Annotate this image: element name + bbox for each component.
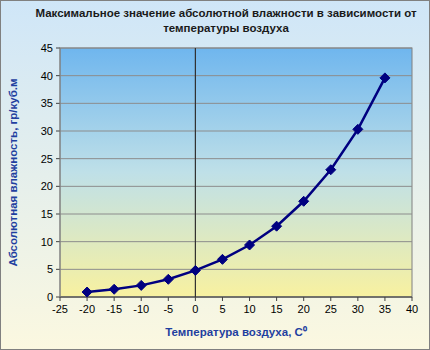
y-tick-label: 45 <box>41 42 53 54</box>
data-marker <box>380 73 390 83</box>
x-tick-label: -25 <box>52 303 68 315</box>
y-tick <box>56 241 60 242</box>
y-tick-label: 15 <box>41 208 53 220</box>
x-tick <box>114 297 115 301</box>
data-marker <box>299 196 309 206</box>
grid-line <box>60 48 412 49</box>
y-tick-label: 40 <box>41 70 53 82</box>
x-tick <box>168 297 169 301</box>
grid-line <box>60 269 412 270</box>
grid-line <box>60 103 412 104</box>
y-tick-label: 30 <box>41 125 53 137</box>
data-marker <box>353 124 363 134</box>
x-tick-label: 5 <box>219 303 225 315</box>
x-tick <box>276 297 277 301</box>
grid-line <box>60 186 412 187</box>
x-axis-label: Температура воздуха, С⁰ <box>165 325 308 338</box>
data-marker <box>136 280 146 290</box>
y-tick-label: 10 <box>41 236 53 248</box>
x-tick <box>222 297 223 301</box>
y-axis <box>195 48 196 297</box>
grid-line <box>60 214 412 215</box>
x-tick-label: 35 <box>379 303 391 315</box>
y-tick <box>56 131 60 132</box>
title-line: температуры воздуха <box>163 22 289 34</box>
x-tick <box>60 297 61 301</box>
x-tick <box>384 297 385 301</box>
grid-line <box>60 241 412 242</box>
x-tick-label: 30 <box>352 303 364 315</box>
x-tick <box>249 297 250 301</box>
y-tick <box>56 186 60 187</box>
x-tick <box>412 297 413 301</box>
plot-area <box>60 48 412 297</box>
title-line: Максимальное значение абсолютной влажнос… <box>35 7 416 19</box>
plot-left-edge <box>60 48 61 297</box>
x-tick-label: 20 <box>298 303 310 315</box>
data-marker <box>326 165 336 175</box>
grid-line <box>60 297 412 298</box>
y-tick <box>56 75 60 76</box>
grid-line <box>60 75 412 76</box>
y-tick-label: 25 <box>41 153 53 165</box>
series-group <box>82 73 390 297</box>
y-tick <box>56 297 60 298</box>
y-tick <box>56 48 60 49</box>
x-tick-label: 0 <box>192 303 198 315</box>
y-tick <box>56 158 60 159</box>
x-tick-label: 40 <box>406 303 418 315</box>
data-marker <box>109 284 119 294</box>
y-tick <box>56 269 60 270</box>
x-tick <box>357 297 358 301</box>
x-tick <box>195 297 196 301</box>
data-marker <box>82 287 92 297</box>
data-marker <box>190 265 200 275</box>
x-tick <box>303 297 304 301</box>
data-marker <box>245 240 255 250</box>
x-tick-label: -20 <box>79 303 95 315</box>
chart: Максимальное значение абсолютной влажнос… <box>0 0 430 350</box>
x-tick-label: 10 <box>243 303 255 315</box>
x-tick-label: -15 <box>106 303 122 315</box>
data-line <box>87 78 385 292</box>
x-tick <box>87 297 88 301</box>
x-tick <box>141 297 142 301</box>
data-marker <box>272 221 282 231</box>
y-tick <box>56 103 60 104</box>
chart-background <box>1 1 430 350</box>
y-tick-label: 5 <box>47 263 53 275</box>
data-marker <box>163 274 173 284</box>
y-tick-label: 35 <box>41 97 53 109</box>
y-tick <box>56 214 60 215</box>
x-axis <box>60 297 412 298</box>
x-tick-label: -10 <box>133 303 149 315</box>
x-tick-label: 25 <box>325 303 337 315</box>
x-tick-label: 15 <box>270 303 282 315</box>
y-axis-label: Абсолютная влажность, гр/куб.м <box>7 78 19 266</box>
y-tick-label: 0 <box>47 291 53 303</box>
x-tick-label: -5 <box>163 303 173 315</box>
x-tick <box>330 297 331 301</box>
data-marker <box>217 254 227 264</box>
chart-title: Максимальное значение абсолютной влажнос… <box>35 7 416 34</box>
grid-line <box>60 158 412 159</box>
y-tick-label: 20 <box>41 180 53 192</box>
